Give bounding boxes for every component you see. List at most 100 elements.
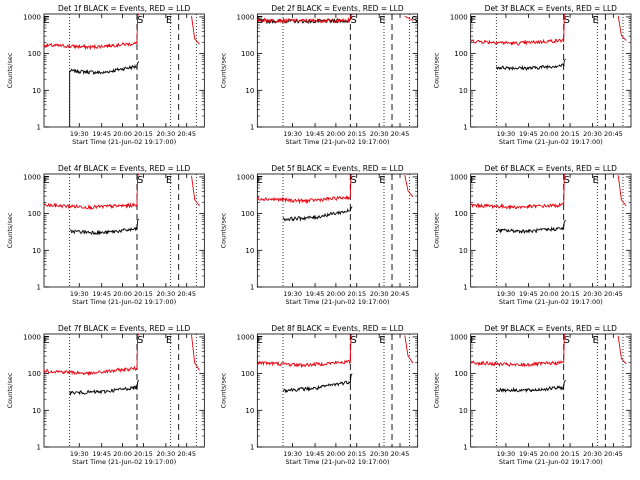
time-marker-label: E bbox=[593, 175, 599, 186]
y-tick-label: 100 bbox=[454, 370, 467, 378]
y-axis-label: Counts/sec bbox=[6, 372, 14, 408]
x-tick-label: 20:30 bbox=[583, 450, 602, 458]
detector-panel: Det 3f BLACK = Events, RED = LLD 1 10 100 10… bbox=[433, 4, 632, 146]
x-tick-label: 20:15 bbox=[347, 290, 366, 298]
x-tick-label: 20:00 bbox=[113, 130, 132, 138]
events-series-line bbox=[496, 379, 566, 394]
lld-series-line bbox=[470, 173, 566, 210]
x-tick-label: 19:45 bbox=[92, 290, 111, 298]
panel-title: Det 5f BLACK = Events, RED = LLD bbox=[271, 164, 404, 173]
x-tick-label: 19:30 bbox=[70, 290, 89, 298]
x-tick-label: 20:15 bbox=[134, 130, 153, 138]
time-marker-label: E bbox=[593, 15, 599, 26]
x-tick-label: 19:45 bbox=[92, 130, 111, 138]
y-axis-label: Counts/sec bbox=[433, 52, 441, 88]
x-tick-label: 20:45 bbox=[177, 290, 196, 298]
x-tick-label: 20:45 bbox=[391, 450, 410, 458]
time-marker-label: S bbox=[564, 15, 570, 26]
y-tick-label: 10 bbox=[459, 407, 468, 415]
time-marker-label: E bbox=[257, 175, 263, 186]
lld-tail-line bbox=[191, 334, 200, 371]
x-tick-label: 20:00 bbox=[327, 130, 346, 138]
y-tick-label: 1 bbox=[463, 444, 467, 452]
y-tick-label: 1 bbox=[463, 124, 467, 132]
events-series-line bbox=[495, 58, 566, 71]
lld-tail-line bbox=[617, 15, 627, 41]
x-tick-label: 19:45 bbox=[306, 130, 325, 138]
x-axis-label: Start Time (21-Jun-02 19:17:00) bbox=[285, 458, 389, 466]
detector-panel: Det 4f BLACK = Events, RED = LLD 1 10 100 10… bbox=[6, 164, 205, 306]
plot-frame bbox=[256, 333, 419, 448]
x-tick-label: 20:45 bbox=[177, 130, 196, 138]
y-axis-label: Counts/sec bbox=[219, 372, 227, 408]
lld-series-line bbox=[43, 333, 140, 376]
panel-title: Det 9f BLACK = Events, RED = LLD bbox=[485, 324, 618, 333]
plot-frame bbox=[256, 173, 419, 288]
lld-series-line bbox=[256, 13, 353, 24]
y-tick-label: 100 bbox=[454, 50, 467, 58]
time-marker-label: E bbox=[257, 335, 263, 346]
detector-panel: Det 5f BLACK = Events, RED = LLD 1 10 100 10… bbox=[219, 164, 419, 306]
x-axis-label: Start Time (21-Jun-02 19:17:00) bbox=[285, 298, 389, 306]
panel-title: Det 3f BLACK = Events, RED = LLD bbox=[485, 4, 618, 13]
x-tick-label: 20:00 bbox=[540, 130, 559, 138]
y-tick-label: 1 bbox=[37, 124, 41, 132]
y-axis-label: Counts/sec bbox=[219, 52, 227, 88]
panel-title: Det 8f BLACK = Events, RED = LLD bbox=[271, 324, 404, 333]
events-series-line bbox=[495, 219, 566, 235]
lld-series-line bbox=[257, 173, 353, 205]
y-tick-label: 100 bbox=[454, 210, 467, 218]
lld-tail-line bbox=[617, 335, 627, 365]
x-tick-label: 19:30 bbox=[70, 450, 89, 458]
time-marker-label: S bbox=[137, 15, 143, 26]
x-tick-label: 19:30 bbox=[283, 130, 302, 138]
y-tick-label: 10 bbox=[32, 407, 41, 415]
x-axis-label: Start Time (21-Jun-02 19:17:00) bbox=[499, 138, 603, 146]
y-tick-label: 1000 bbox=[237, 173, 255, 181]
y-tick-label: 10 bbox=[245, 87, 254, 95]
y-tick-label: 100 bbox=[241, 210, 254, 218]
time-marker-label: E bbox=[43, 15, 49, 26]
y-tick-label: 1000 bbox=[450, 333, 468, 341]
x-tick-label: 19:30 bbox=[283, 450, 302, 458]
y-tick-label: 1000 bbox=[450, 13, 468, 21]
events-series-line bbox=[282, 373, 353, 394]
y-axis-label: Counts/sec bbox=[219, 212, 227, 248]
lld-tail-line bbox=[191, 175, 200, 207]
x-tick-label: 20:45 bbox=[604, 290, 623, 298]
lld-tail-line bbox=[404, 175, 414, 198]
y-tick-label: 100 bbox=[28, 50, 41, 58]
time-marker-label: E bbox=[43, 335, 49, 346]
y-tick-label: 10 bbox=[245, 407, 254, 415]
lld-series-line bbox=[43, 173, 140, 211]
time-marker-label: S bbox=[350, 15, 356, 26]
time-marker-label: E bbox=[166, 335, 172, 346]
time-marker-label: S bbox=[137, 175, 143, 186]
lld-series-line bbox=[470, 333, 566, 368]
y-tick-label: 1000 bbox=[23, 333, 41, 341]
x-tick-label: 20:30 bbox=[156, 130, 175, 138]
x-tick-label: 20:15 bbox=[561, 130, 580, 138]
panel-title: Det 2f BLACK = Events, RED = LLD bbox=[271, 4, 404, 13]
plot-frame bbox=[470, 13, 632, 128]
y-tick-label: 10 bbox=[459, 87, 468, 95]
time-marker-label: E bbox=[166, 175, 172, 186]
x-tick-label: 20:30 bbox=[370, 290, 389, 298]
detector-panel: Det 8f BLACK = Events, RED = LLD 1 10 100 10… bbox=[219, 324, 419, 466]
events-series-line bbox=[69, 218, 140, 236]
time-marker-label: E bbox=[470, 15, 476, 26]
x-axis-label: Start Time (21-Jun-02 19:17:00) bbox=[499, 298, 603, 306]
x-tick-label: 20:00 bbox=[540, 450, 559, 458]
time-marker-label: S bbox=[564, 335, 570, 346]
y-axis-label: Counts/sec bbox=[433, 372, 441, 408]
x-tick-label: 20:15 bbox=[561, 290, 580, 298]
x-tick-label: 19:45 bbox=[519, 290, 538, 298]
time-marker-label: S bbox=[350, 175, 356, 186]
x-tick-label: 20:30 bbox=[583, 290, 602, 298]
x-tick-label: 19:45 bbox=[92, 450, 111, 458]
x-axis-label: Start Time (21-Jun-02 19:17:00) bbox=[499, 458, 603, 466]
y-tick-label: 100 bbox=[241, 50, 254, 58]
lld-tail-line bbox=[404, 335, 414, 364]
x-axis-label: Start Time (21-Jun-02 19:17:00) bbox=[72, 138, 176, 146]
